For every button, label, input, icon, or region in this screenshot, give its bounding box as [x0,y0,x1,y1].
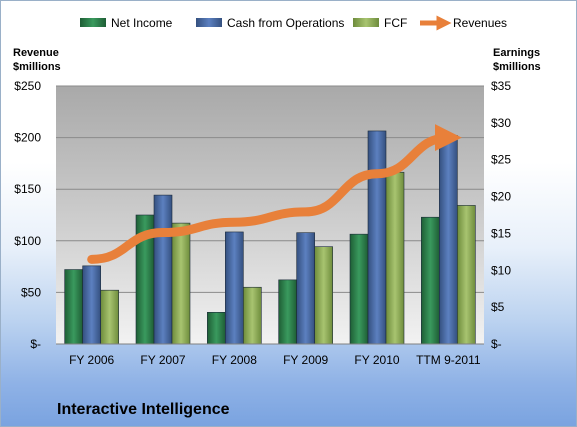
legend-swatch-net-income [80,18,106,27]
legend-swatch-fcf [353,18,379,27]
bar-fcf [385,171,405,345]
legend-label-revenues: Revenues [453,16,507,30]
right-tick-label: $30 [491,116,511,130]
right-axis-title-line1: Earnings [493,47,540,59]
legend-item-revenues: Revenues [420,15,507,31]
legend-item-fcf: FCF [353,16,407,30]
legend-swatch-cash-from-operations [196,18,222,27]
bar-net-income [64,269,83,345]
legend-label-cash-from-operations: Cash from Operations [227,16,344,30]
legend: Net Income Cash from Operations FCF Reve… [80,15,507,31]
gridlines [56,85,484,293]
revenues-line-group [87,124,462,264]
x-tick-label: FY 2010 [354,353,399,367]
x-axis-ticks: FY 2006 FY 2007 FY 2008 FY 2009 FY 2010 TTM 9… [69,353,481,367]
chart-title: Interactive Intelligence [57,401,230,418]
bar-cash-from-operations [296,232,315,345]
x-tick-label: FY 2006 [69,353,114,367]
x-tick-label: FY 2008 [212,353,257,367]
right-axis-ticks: $- $5 $10 $15 $20 $25 $30 $35 [491,79,511,351]
bar-net-income [278,279,297,345]
left-axis-ticks: $- $50 $100 $150 $200 $250 [14,79,41,351]
bar-cash-from-operations [439,135,458,345]
right-axis-title-line2: $millions [493,61,541,73]
legend-item-cash-from-operations: Cash from Operations [196,16,344,30]
bar-fcf [314,246,333,345]
legend-label-fcf: FCF [384,16,407,30]
x-tick-label: FY 2009 [283,353,328,367]
left-axis-title-line1: Revenue [13,47,59,59]
x-tick-label: TTM 9-2011 [416,353,481,367]
right-tick-label: $20 [491,190,511,204]
bar-fcf [171,222,191,345]
right-tick-label: $- [491,337,502,351]
bars-group [64,130,476,345]
legend-label-net-income: Net Income [111,16,173,30]
left-tick-label: $- [30,337,41,351]
left-axis-title-line2: $millions [13,61,61,73]
bar-net-income [207,312,226,345]
bar-cash-from-operations [367,130,387,345]
revenues-line [87,124,462,264]
x-tick-label: FY 2007 [140,353,185,367]
bar-cash-from-operations [153,194,173,345]
right-tick-label: $5 [491,300,505,314]
left-tick-label: $100 [14,234,41,248]
right-tick-label: $10 [491,263,511,277]
bar-fcf [457,205,476,345]
bar-cash-from-operations [82,265,101,345]
left-tick-label: $150 [14,182,41,196]
right-tick-label: $35 [491,79,511,93]
bar-fcf [100,289,119,345]
left-tick-label: $250 [14,79,41,93]
bar-fcf [243,286,262,345]
bar-cash-from-operations [225,231,244,345]
bar-net-income [421,216,440,345]
right-tick-label: $25 [491,153,511,167]
legend-item-net-income: Net Income [80,16,173,30]
right-tick-label: $15 [491,226,511,240]
bar-net-income [349,233,369,345]
left-tick-label: $200 [14,131,41,145]
left-tick-label: $50 [21,285,41,299]
